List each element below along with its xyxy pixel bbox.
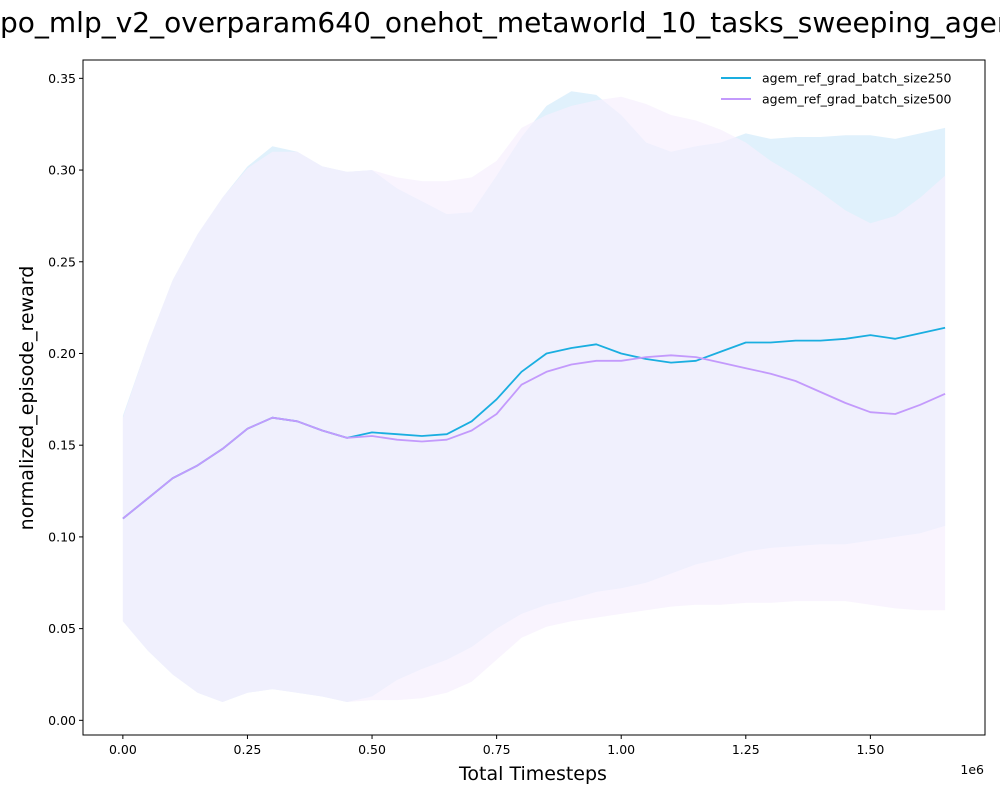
y-tick-label: 0.00	[48, 713, 76, 728]
plot-frame	[82, 59, 986, 736]
x-axis-offset-label: 1e6	[960, 762, 984, 777]
legend-label: agem_ref_grad_batch_size500	[762, 92, 952, 107]
x-tick-label: 0.50	[358, 742, 386, 757]
y-tick-label: 0.35	[48, 71, 76, 86]
y-tick-label: 0.20	[48, 346, 76, 361]
y-tick-label: 0.15	[48, 438, 76, 453]
chart-title: po_mlp_v2_overparam640_onehot_metaworld_…	[0, 6, 1000, 39]
y-tick-label: 0.05	[48, 621, 76, 636]
series-line	[122, 354, 946, 520]
x-tick-label: 0.75	[483, 742, 511, 757]
confidence-band	[122, 96, 946, 702]
legend: agem_ref_grad_batch_size250 agem_ref_grad…	[721, 71, 952, 107]
confidence-bands	[122, 91, 946, 702]
y-axis-label: normalized_episode_reward	[16, 266, 38, 531]
x-tick-label: 0.00	[109, 742, 137, 757]
x-axis-label: Total Timesteps	[458, 763, 607, 785]
y-axis-ticks: 0.00 0.05 0.10 0.15 0.20 0.25 0.30 0.35	[48, 71, 83, 728]
x-tick-label: 1.50	[856, 742, 884, 757]
y-tick-label: 0.10	[48, 529, 76, 544]
legend-label: agem_ref_grad_batch_size250	[762, 71, 952, 86]
x-tick-label: 1.25	[732, 742, 760, 757]
x-axis-ticks: 0.00 0.25 0.50 0.75 1.00 1.25 1.50	[109, 735, 884, 757]
x-tick-label: 0.25	[234, 742, 262, 757]
x-tick-label: 1.00	[607, 742, 635, 757]
series-lines	[122, 326, 946, 520]
y-tick-label: 0.25	[48, 254, 76, 269]
y-tick-label: 0.30	[48, 163, 76, 178]
